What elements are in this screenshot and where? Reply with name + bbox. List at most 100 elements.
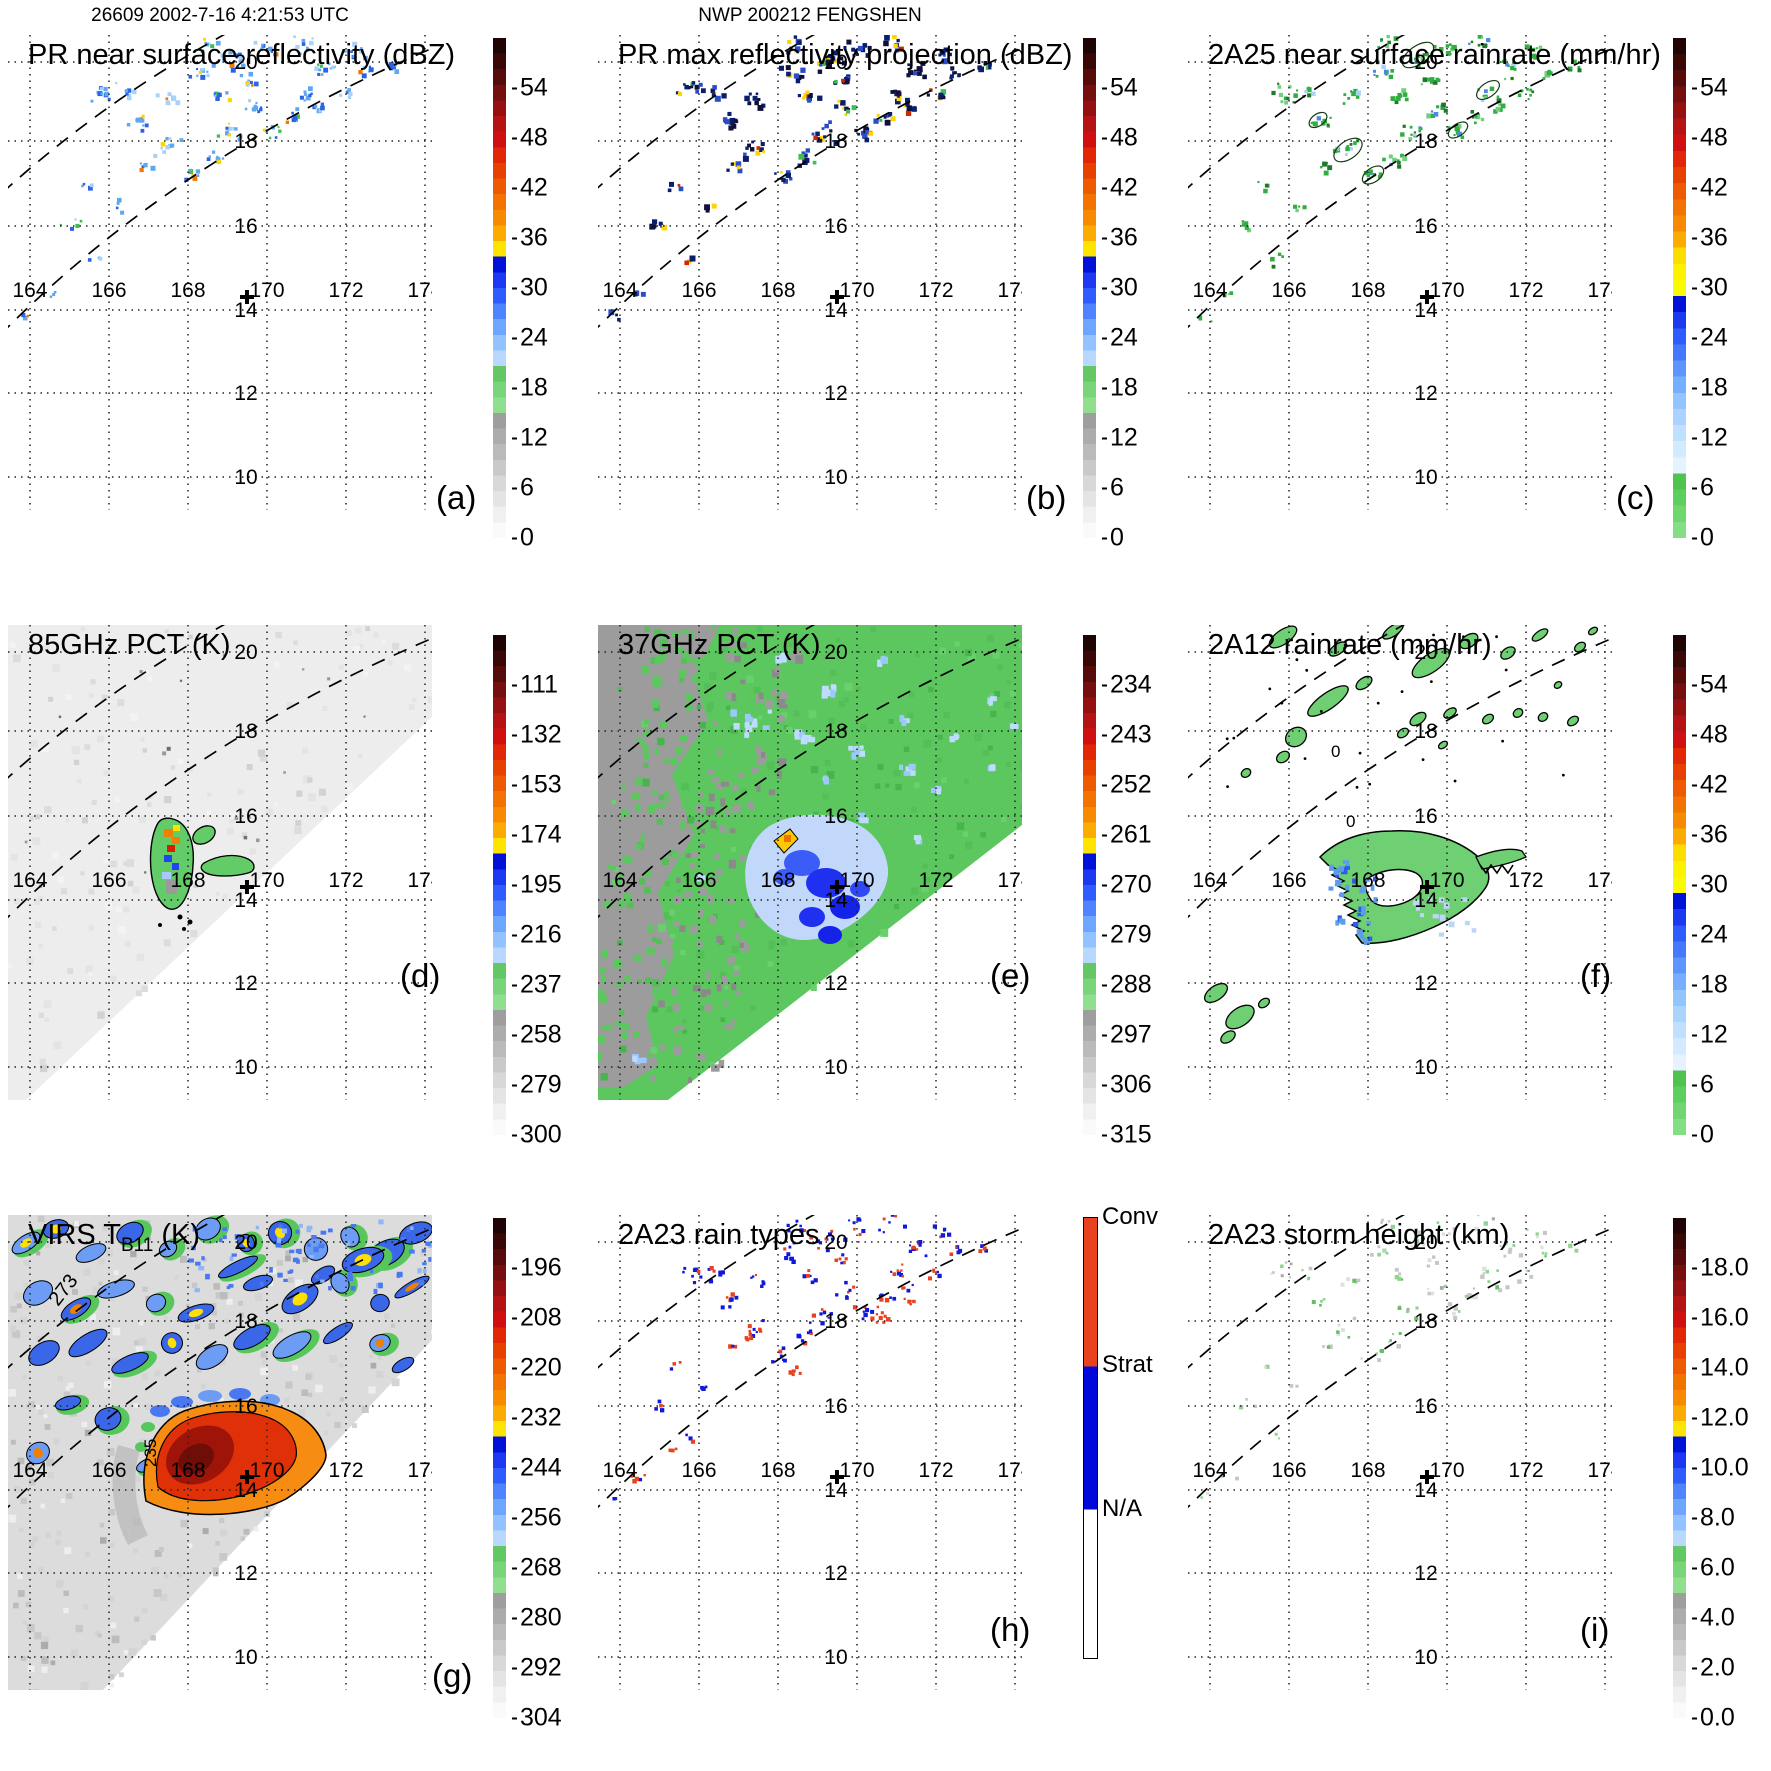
lon-label: 166 <box>91 279 126 302</box>
lon-label: 166 <box>681 1459 716 1482</box>
lon-label: 168 <box>170 869 205 892</box>
colorbar-tick-label: 234 <box>1102 671 1152 700</box>
colorbar-tick-label: 304 <box>512 1704 562 1733</box>
colorbar-tick-label: 48 <box>1692 124 1728 153</box>
lat-label: 10 <box>234 466 257 489</box>
map-grid <box>1188 625 1612 1100</box>
low-pct-gray-zone <box>598 625 720 1087</box>
panel-h-mapbox: 164 166 168 170 172 174 20 18 16 14 12 10 2A23 rain… <box>598 1215 1030 1690</box>
lon-label: 174 <box>407 279 432 302</box>
panel-c-colorbar <box>1673 38 1686 538</box>
lat-label: 20 <box>234 641 257 664</box>
lat-label: 20 <box>824 51 847 74</box>
colorbar-tick-label: 12 <box>1692 1021 1728 1050</box>
lon-label: 168 <box>1350 869 1385 892</box>
panel-b-map-canvas: 164 166 168 170 172 174 20 18 16 14 12 10 <box>598 35 1022 510</box>
panel-e-mapbox: 164 166 168 170 172 174 20 18 16 14 12 10 37GHz PCT… <box>598 625 1030 1100</box>
colorbar-tick-label: 36 <box>1102 224 1138 253</box>
lon-label: 174 <box>1587 1459 1612 1482</box>
map-grid <box>8 625 432 1100</box>
colorbar-tick-label: 36 <box>1692 821 1728 850</box>
storm-center-cross-marker <box>830 1470 844 1484</box>
rain-type-label: Strat <box>1102 1351 1153 1379</box>
grid-labels: 164 166 168 170 172 174 20 18 16 14 12 10 <box>12 51 432 489</box>
lat-label: 18 <box>234 1310 257 1333</box>
panel-a-map-canvas: 164 166 168 170 172 174 20 18 16 14 12 10 <box>8 35 432 510</box>
lat-label: 16 <box>234 805 257 828</box>
colorbar-tick-label: 16.0 <box>1692 1304 1749 1333</box>
rain-type-label: Conv <box>1102 1203 1159 1230</box>
lat-label: 12 <box>1414 972 1437 995</box>
lon-label: 164 <box>12 279 47 302</box>
swath-edge-dashed-lines <box>598 35 1022 329</box>
lat-label: 12 <box>234 972 257 995</box>
panel-i-letter: (i) <box>1580 1611 1610 1648</box>
lat-label: 10 <box>1414 1056 1437 1079</box>
storm-center-cross-marker <box>830 880 844 894</box>
lat-label: 16 <box>824 215 847 238</box>
panel-d-colorbar-ticks: 111 132 153 174 195 216 237 258 279 300 <box>512 635 588 1149</box>
lat-label: 10 <box>1414 466 1437 489</box>
lat-label: 18 <box>1414 1310 1437 1333</box>
colorbar-tick-label: 54 <box>512 74 548 103</box>
lon-label: 172 <box>328 279 363 302</box>
lon-label: 174 <box>997 1459 1022 1482</box>
lat-label: 10 <box>234 1646 257 1669</box>
colorbar-tick-label: 292 <box>512 1654 562 1683</box>
colorbar-tick-label: 6 <box>1692 474 1714 503</box>
colorbar-tick-label: 6 <box>512 474 534 503</box>
panel-g: 273 235 164166168170172174201816141210 V… <box>0 1180 591 1770</box>
lon-label: 174 <box>997 869 1022 892</box>
panel-c-mapbox: 164 166 168 170 172 174 20 18 16 14 12 10 2A25 near… <box>1188 35 1661 516</box>
lon-label: 164 <box>602 279 637 302</box>
lat-label: 10 <box>824 1646 847 1669</box>
lon-label: 168 <box>1350 279 1385 302</box>
panel-a: 26609 2002-7-16 4:21:53 UTC 164 166 168 170… <box>0 0 591 590</box>
colorbar-tick-label: 279 <box>1102 921 1152 950</box>
lon-label: 164 <box>602 1459 637 1482</box>
lon-label: 170 <box>249 279 284 302</box>
panel-d-title: 85GHz PCT (K) <box>28 629 231 661</box>
panel-g-title: VIRS TB11 (K) <box>28 1219 201 1256</box>
lon-label: 170 <box>1429 869 1464 892</box>
panel-b-suptitle: NWP 200212 FENGSHEN <box>698 5 922 26</box>
panel-e-title: 37GHz PCT (K) <box>618 629 821 661</box>
lat-label: 18 <box>824 720 847 743</box>
panel-d-map-canvas: 164 166 168 170 172 174 20 18 16 14 12 10 <box>8 625 432 1100</box>
panel-i-colorbar-ticks: 18.0 16.0 14.0 12.0 10.0 8.0 6.0 4.0 2.0 0.0 <box>1692 1218 1768 1732</box>
panel-i-mapbox: 164 166 168 170 172 174 20 18 16 14 12 10 2A23 stor… <box>1188 1215 1612 1690</box>
colorbar-tick-label: 6 <box>1102 474 1124 503</box>
panel-i-map-canvas: 164 166 168 170 172 174 20 18 16 14 12 10 <box>1188 1215 1612 1690</box>
lat-label: 14 <box>1414 889 1438 912</box>
colorbar-tick-label: 8.0 <box>1692 1504 1735 1533</box>
colorbar-tick-label: 48 <box>512 124 548 153</box>
lat-label: 12 <box>824 972 847 995</box>
map-grid <box>8 35 432 510</box>
colorbar-tick-label: 6 <box>1692 1071 1714 1100</box>
lat-label: 12 <box>1414 1562 1437 1585</box>
storm-eye <box>1364 868 1423 907</box>
swath-edge-dashed-lines <box>598 625 1022 919</box>
storm-center-cross-marker <box>1420 1470 1434 1484</box>
lat-label: 18 <box>234 130 257 153</box>
grid-labels: 164 166 168 170 172 174 20 18 16 14 12 10 <box>1192 641 1612 1079</box>
lat-label: 14 <box>824 889 848 912</box>
lon-label: 170 <box>1429 1459 1464 1482</box>
panel-d: 164 166 168 170 172 174 20 18 16 14 12 10 85GHz PCT… <box>0 590 591 1180</box>
swath-edge-dashed-lines <box>1188 35 1612 329</box>
lat-label: 20 <box>824 641 847 664</box>
map-grid <box>598 35 1022 510</box>
lat-label: 18 <box>1414 720 1437 743</box>
colorbar-tick-label: 261 <box>1102 821 1152 850</box>
panel-g-map-canvas: 273 235 164166168170172174201816141210 <box>8 1215 432 1690</box>
map-grid <box>8 1215 432 1690</box>
panel-f-colorbar-ticks: 54 48 42 36 30 24 18 12 6 0 <box>1692 635 1768 1149</box>
panel-h-colorbar-labels: Conv Strat N/A <box>1102 1203 1178 1657</box>
panel-a-title: PR near surface reflectivity (dBZ) <box>28 39 456 71</box>
lat-label: 20 <box>234 51 257 74</box>
colorbar-tick-label: 237 <box>512 971 562 1000</box>
panel-h: 164 166 168 170 172 174 20 18 16 14 12 10 2A23 rain… <box>590 1180 1181 1770</box>
panel-c-title: 2A25 near surface rainrate (mm/hr) <box>1208 39 1661 71</box>
colorbar-tick-label: 132 <box>512 721 562 750</box>
